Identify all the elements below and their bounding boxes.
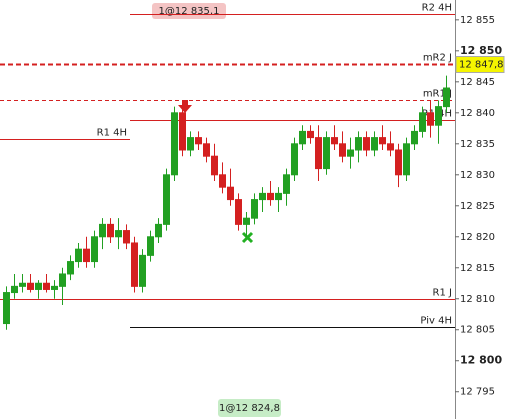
candle-body <box>11 285 18 294</box>
y-tick-label: 12 850 <box>460 44 502 57</box>
price-tag <box>455 56 505 73</box>
candle-body <box>107 223 114 238</box>
candle-body <box>251 199 258 219</box>
y-tick-label: 12 840 <box>460 108 495 119</box>
candle-body <box>155 223 162 238</box>
y-tick-label: 12 825 <box>460 201 495 212</box>
annotation-box <box>218 399 281 417</box>
candle-body <box>83 248 90 263</box>
candle-body <box>203 143 210 157</box>
candle-body <box>163 174 170 225</box>
candle-body <box>315 137 322 170</box>
candle-body <box>115 230 122 238</box>
candle-body <box>171 112 178 176</box>
candle-body <box>387 143 394 151</box>
sell-arrow <box>178 100 192 113</box>
level-label: mR2 J <box>423 53 452 64</box>
level-label: R1 4H <box>97 128 127 139</box>
candle-body <box>123 230 130 244</box>
candle-body <box>395 149 402 176</box>
candle-body <box>275 192 282 201</box>
candle-body <box>435 106 442 126</box>
candle-body <box>51 285 58 290</box>
y-tick-label: 12 810 <box>460 294 495 305</box>
level-label: mR1 J <box>423 89 452 100</box>
candle-body <box>379 137 386 145</box>
candle-body <box>371 137 378 151</box>
candle-body <box>267 192 274 201</box>
y-tick-label: 12 820 <box>460 232 495 243</box>
candle-body <box>283 174 290 194</box>
candle-body <box>219 174 226 188</box>
y-tick-label: 12 805 <box>460 325 495 336</box>
candle-body <box>195 137 202 145</box>
candle-body <box>355 137 362 151</box>
candle-body <box>91 236 98 263</box>
candle-body <box>323 137 330 170</box>
candle-body <box>331 137 338 145</box>
candle-body <box>291 143 298 176</box>
candle-body <box>363 137 370 151</box>
trade-annotation: 1@12 824,8 <box>219 403 280 414</box>
candle-body <box>235 199 242 225</box>
candle-body <box>59 273 66 287</box>
candle-body <box>99 223 106 238</box>
candle-body <box>179 112 186 151</box>
candle-body <box>243 217 250 225</box>
candle-body <box>147 236 154 256</box>
candle-body <box>187 137 194 151</box>
candle-body <box>75 248 82 263</box>
level-label: Piv 4H <box>420 316 452 327</box>
candle-body <box>3 292 10 325</box>
candle-body <box>227 186 234 201</box>
candle-body <box>339 143 346 157</box>
y-tick-label: 12 800 <box>460 354 502 367</box>
y-tick-label: 12 855 <box>460 15 495 26</box>
buy-marker <box>241 231 254 244</box>
candle-body <box>139 254 146 287</box>
candle-body <box>443 87 450 108</box>
price-tag-label: 12 847,8 <box>459 60 504 71</box>
candle-body <box>35 282 42 290</box>
candle-body <box>403 143 410 176</box>
trade-annotation: 1@12 835,1 <box>159 6 220 17</box>
candle-body <box>427 112 434 126</box>
level-label: R2 4H <box>422 3 452 14</box>
candle-body <box>19 282 26 287</box>
candle-body <box>411 130 418 145</box>
candle-body <box>259 192 266 201</box>
candle-body <box>131 242 138 287</box>
y-tick-label: 12 795 <box>460 387 495 398</box>
candle-body <box>347 149 354 157</box>
level-label: R1 J <box>433 288 452 299</box>
candle-body <box>67 261 74 275</box>
candle-body <box>27 282 34 290</box>
candle-body <box>43 282 50 290</box>
candle-body <box>299 130 306 145</box>
y-tick-label: 12 835 <box>460 139 495 150</box>
candle-body <box>211 155 218 176</box>
candle-body <box>307 130 314 139</box>
candle-body <box>419 112 426 132</box>
y-tick-label: 12 830 <box>460 170 495 181</box>
y-tick-label: 12 845 <box>460 77 495 88</box>
y-tick-label: 12 815 <box>460 263 495 274</box>
